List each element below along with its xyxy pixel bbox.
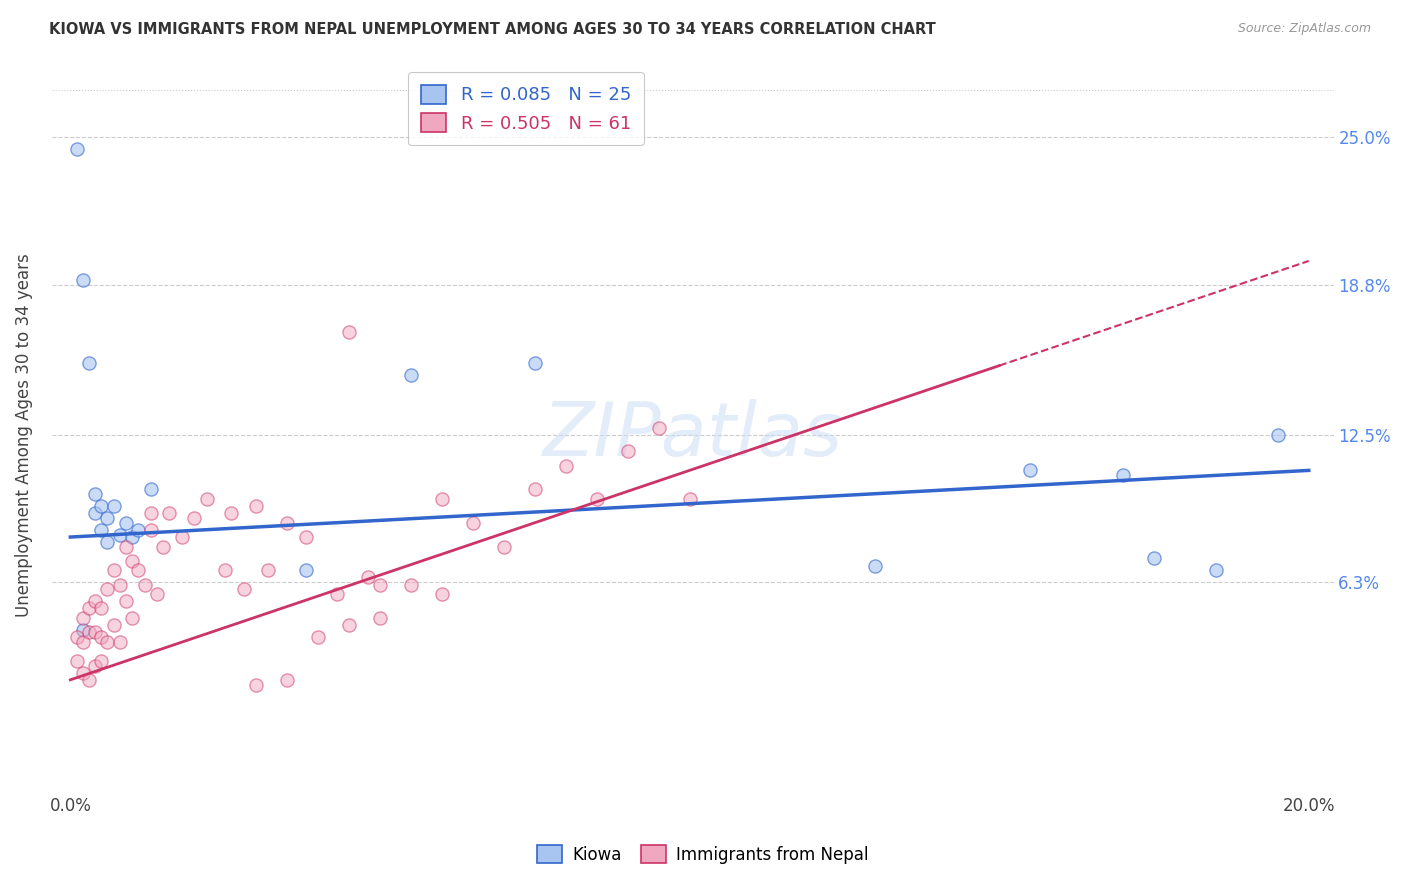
Point bbox=[77, 625, 100, 640]
Point bbox=[115, 516, 138, 530]
Point bbox=[337, 326, 360, 340]
Point bbox=[115, 540, 138, 554]
Point bbox=[257, 563, 280, 577]
Point bbox=[72, 634, 94, 648]
Point bbox=[865, 558, 887, 573]
Text: KIOWA VS IMMIGRANTS FROM NEPAL UNEMPLOYMENT AMONG AGES 30 TO 34 YEARS CORRELATIO: KIOWA VS IMMIGRANTS FROM NEPAL UNEMPLOYM… bbox=[49, 22, 936, 37]
Point bbox=[294, 563, 316, 577]
Point bbox=[77, 673, 100, 687]
Point bbox=[90, 523, 112, 537]
Point bbox=[84, 594, 107, 608]
Point bbox=[368, 577, 391, 591]
Point bbox=[356, 570, 378, 584]
Point bbox=[96, 534, 118, 549]
Point bbox=[647, 420, 669, 434]
Point bbox=[65, 654, 87, 668]
Text: Source: ZipAtlas.com: Source: ZipAtlas.com bbox=[1237, 22, 1371, 36]
Point bbox=[96, 511, 118, 525]
Point bbox=[157, 506, 180, 520]
Point bbox=[195, 491, 218, 506]
Point bbox=[152, 540, 174, 554]
Point bbox=[1019, 463, 1042, 477]
Point bbox=[103, 618, 125, 632]
Point bbox=[170, 530, 193, 544]
Point bbox=[678, 491, 700, 506]
Text: ZIPatlas: ZIPatlas bbox=[543, 399, 842, 471]
Point bbox=[1205, 563, 1227, 577]
Point bbox=[430, 587, 453, 601]
Point bbox=[84, 658, 107, 673]
Point bbox=[108, 577, 131, 591]
Point bbox=[77, 601, 100, 615]
Point bbox=[108, 634, 131, 648]
Point bbox=[108, 527, 131, 541]
Point bbox=[214, 563, 236, 577]
Point bbox=[523, 483, 546, 497]
Point bbox=[90, 601, 112, 615]
Point bbox=[232, 582, 254, 597]
Point bbox=[65, 630, 87, 644]
Point bbox=[72, 623, 94, 637]
Point bbox=[307, 630, 329, 644]
Point bbox=[72, 273, 94, 287]
Point bbox=[554, 458, 576, 473]
Point bbox=[221, 506, 243, 520]
Point bbox=[585, 491, 607, 506]
Point bbox=[183, 511, 205, 525]
Point bbox=[1112, 468, 1135, 483]
Point bbox=[90, 654, 112, 668]
Point bbox=[294, 530, 316, 544]
Point bbox=[90, 499, 112, 513]
Point bbox=[399, 577, 422, 591]
Point bbox=[139, 483, 162, 497]
Point bbox=[337, 618, 360, 632]
Point bbox=[139, 506, 162, 520]
Point bbox=[121, 554, 143, 568]
Legend: Kiowa, Immigrants from Nepal: Kiowa, Immigrants from Nepal bbox=[530, 838, 876, 871]
Point bbox=[96, 634, 118, 648]
Point bbox=[245, 499, 267, 513]
Point bbox=[146, 587, 169, 601]
Point bbox=[492, 540, 515, 554]
Point bbox=[523, 356, 546, 370]
Point bbox=[72, 665, 94, 680]
Point bbox=[115, 594, 138, 608]
Point bbox=[84, 487, 107, 501]
Y-axis label: Unemployment Among Ages 30 to 34 years: Unemployment Among Ages 30 to 34 years bbox=[15, 252, 32, 616]
Point bbox=[72, 611, 94, 625]
Point bbox=[430, 491, 453, 506]
Legend: R = 0.085   N = 25, R = 0.505   N = 61: R = 0.085 N = 25, R = 0.505 N = 61 bbox=[408, 72, 644, 145]
Point bbox=[121, 530, 143, 544]
Point bbox=[368, 611, 391, 625]
Point bbox=[84, 625, 107, 640]
Point bbox=[127, 563, 149, 577]
Point bbox=[399, 368, 422, 383]
Point bbox=[276, 516, 298, 530]
Point bbox=[1267, 427, 1289, 442]
Point bbox=[616, 444, 638, 458]
Point bbox=[65, 142, 87, 156]
Point bbox=[121, 611, 143, 625]
Point bbox=[103, 499, 125, 513]
Point bbox=[127, 523, 149, 537]
Point bbox=[77, 356, 100, 370]
Point bbox=[461, 516, 484, 530]
Point bbox=[1143, 551, 1166, 566]
Point bbox=[276, 673, 298, 687]
Point bbox=[139, 523, 162, 537]
Point bbox=[245, 677, 267, 691]
Point bbox=[134, 577, 156, 591]
Point bbox=[103, 563, 125, 577]
Point bbox=[325, 587, 347, 601]
Point bbox=[90, 630, 112, 644]
Point bbox=[96, 582, 118, 597]
Point bbox=[84, 506, 107, 520]
